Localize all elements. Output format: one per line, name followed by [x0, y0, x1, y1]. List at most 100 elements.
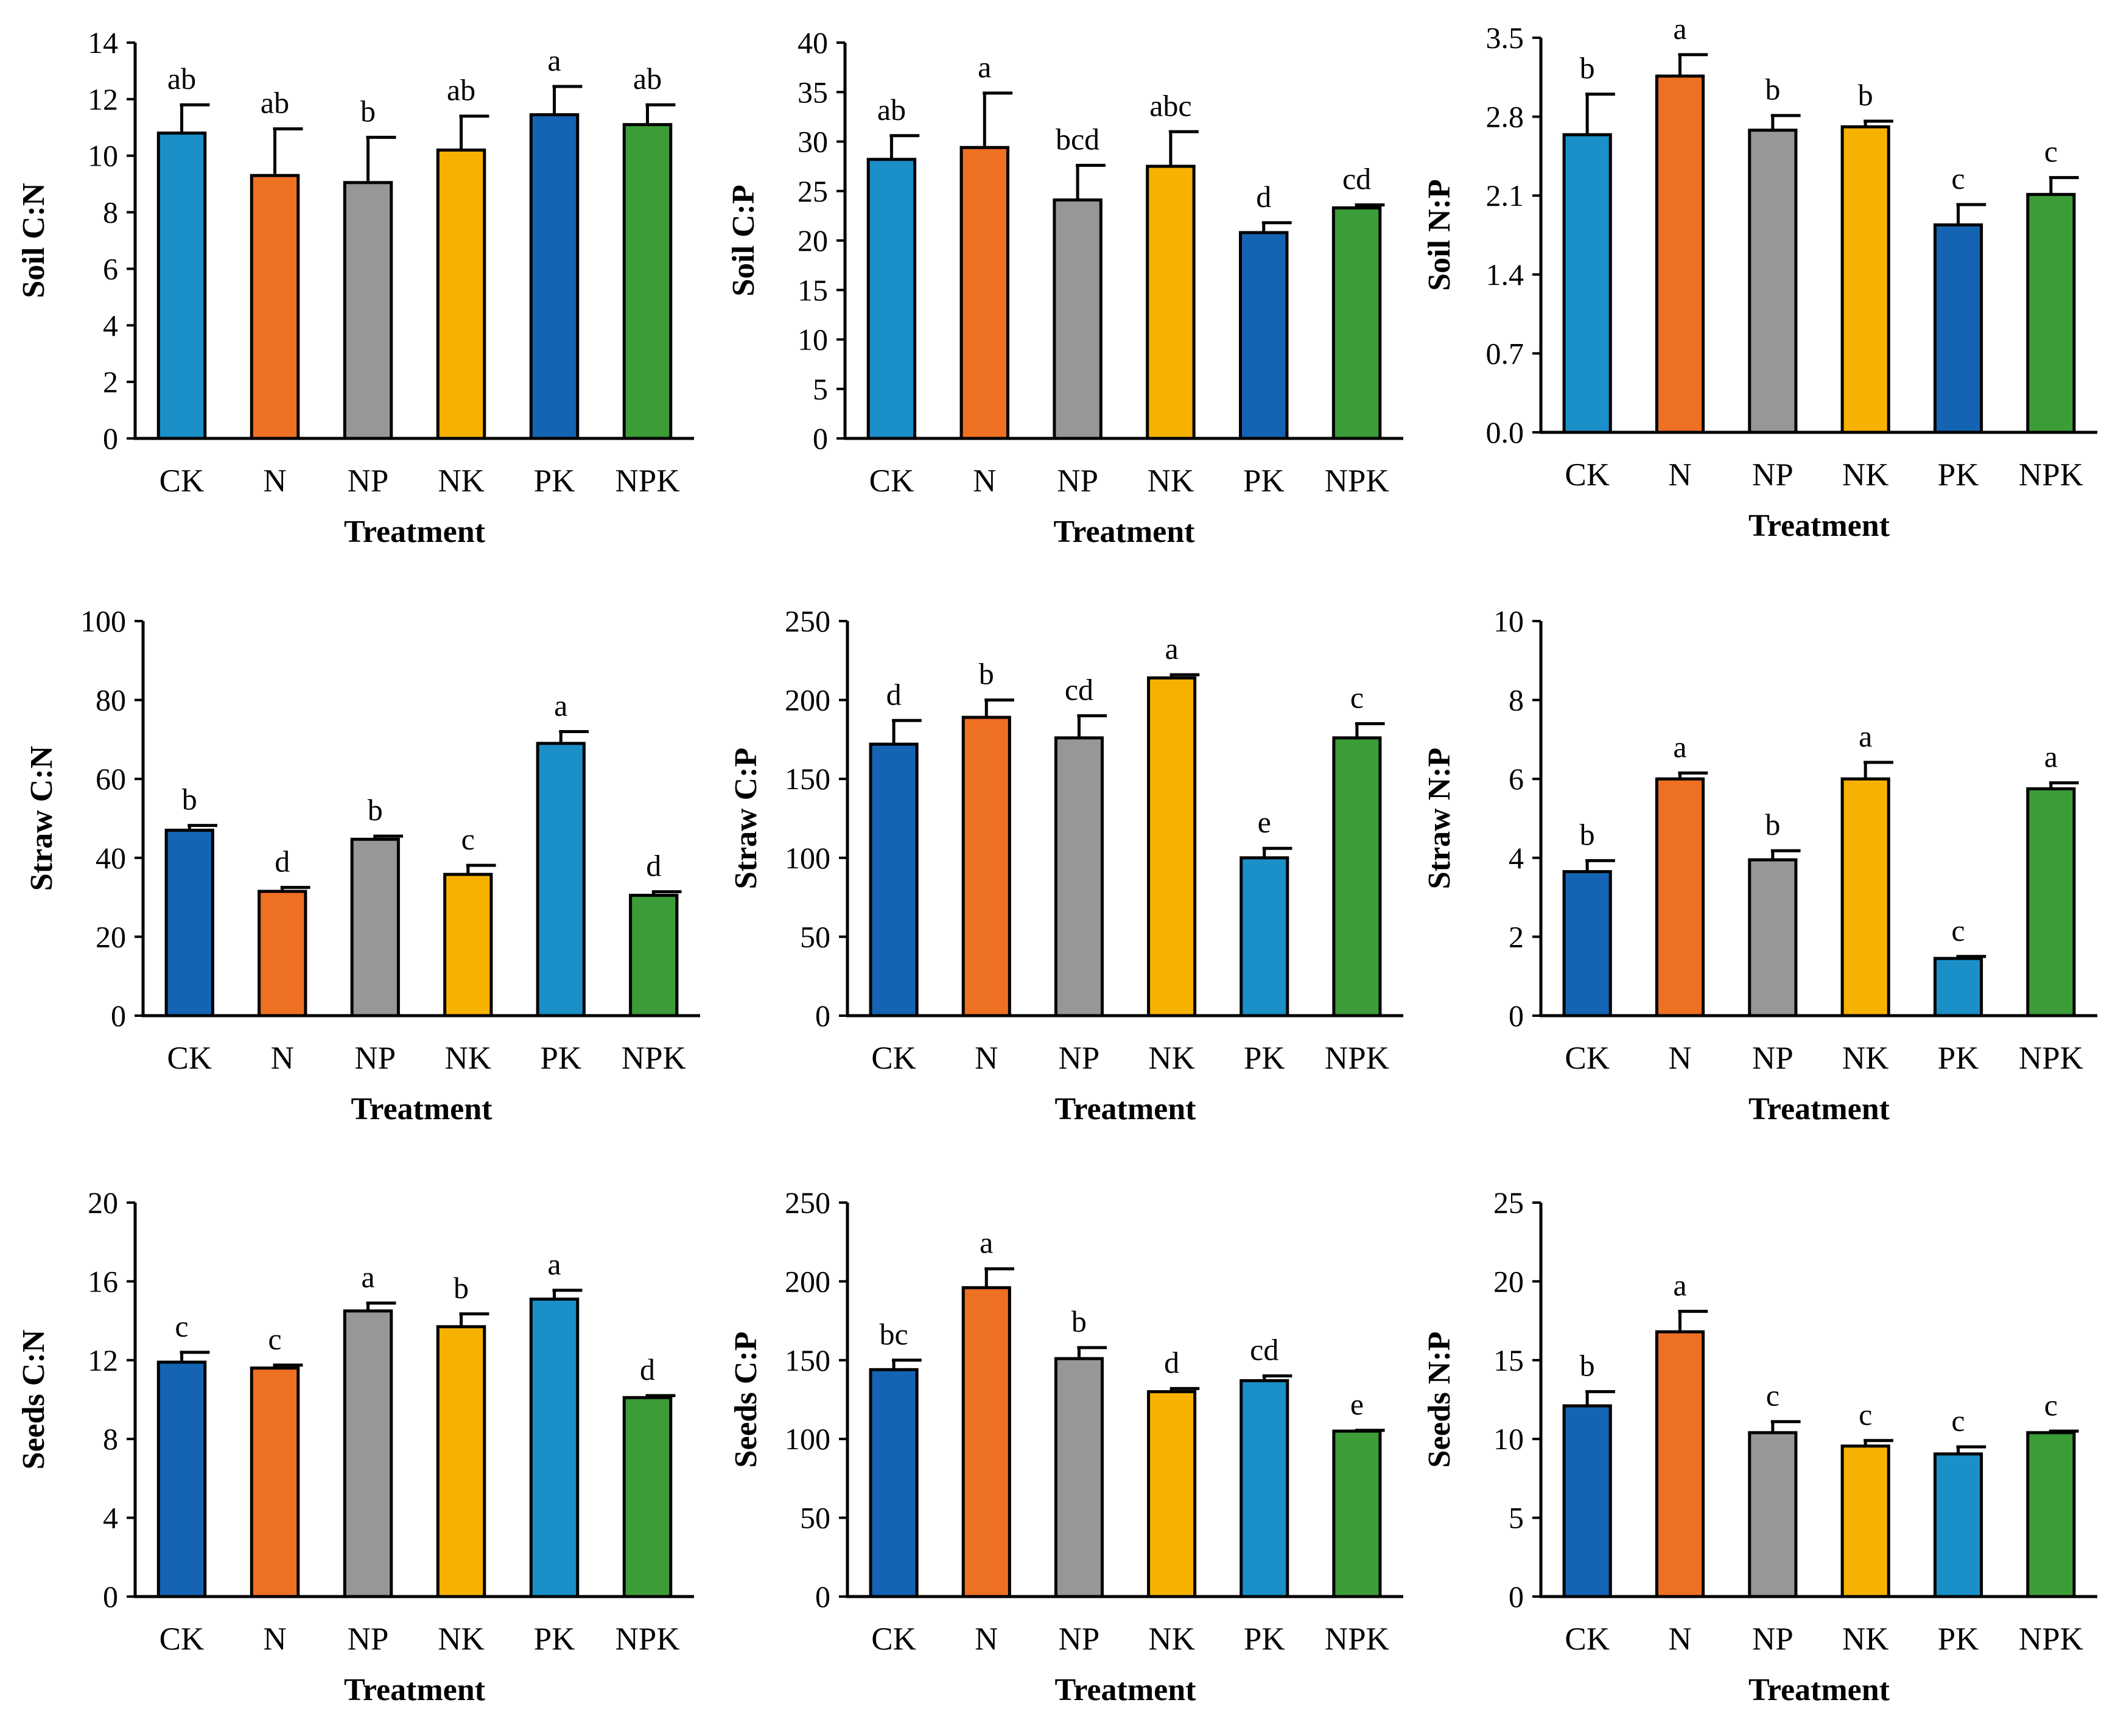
significance-letter: cd: [1342, 162, 1371, 196]
bar-ck: [869, 1368, 919, 1598]
bar-ck: [1562, 1404, 1612, 1598]
significance-letter: a: [361, 1260, 374, 1294]
bar-n: [250, 174, 300, 440]
category-label: NP: [348, 463, 389, 499]
error-bar: [1678, 771, 1708, 779]
y-tick-label: 40: [96, 841, 126, 875]
error-bar: [373, 834, 403, 840]
category-label: NK: [438, 1622, 485, 1657]
y-tick-label: 6: [1509, 762, 1524, 796]
significance-letter: b: [1858, 78, 1873, 112]
error-bar: [651, 890, 682, 896]
significance-letter: b: [1765, 807, 1780, 842]
bar-nk: [1147, 1390, 1197, 1598]
error-bar: [180, 103, 210, 133]
bar-nk: [1146, 164, 1196, 440]
significance-letter: ab: [167, 61, 196, 96]
y-axis-title: Seeds C:N: [16, 1330, 51, 1470]
category-label: PK: [1244, 1041, 1285, 1076]
category-label: PK: [1244, 1622, 1285, 1657]
y-tick-label: 250: [785, 1186, 830, 1220]
bar-ck: [869, 742, 919, 1017]
category-label: NP: [1752, 1622, 1794, 1657]
bar-npk: [2026, 1431, 2076, 1598]
error-bar: [1355, 1429, 1385, 1432]
bar-np: [1054, 1357, 1104, 1598]
category-label: CK: [1565, 457, 1610, 493]
category-label: N: [973, 463, 996, 499]
y-tick-label: 100: [785, 1422, 830, 1456]
significance-letter: b: [979, 657, 994, 691]
x-axis-title: Treatment: [1054, 515, 1196, 549]
error-bar: [1585, 859, 1615, 872]
category-label: N: [271, 1041, 294, 1076]
y-tick-label: 2: [1509, 919, 1524, 954]
significance-letter: a: [1673, 729, 1686, 764]
significance-letter: abc: [1149, 88, 1191, 122]
bar-n: [1655, 777, 1705, 1017]
category-label: NP: [1059, 1622, 1100, 1657]
bar-n: [959, 146, 1009, 440]
y-tick-label: 10: [88, 139, 118, 173]
significance-letter: e: [1350, 1387, 1364, 1421]
y-tick-label: 16: [88, 1264, 118, 1298]
significance-letter: bc: [879, 1317, 908, 1351]
category-label: NK: [1148, 463, 1194, 499]
significance-letter: d: [886, 677, 902, 711]
error-bar: [1168, 130, 1199, 167]
y-tick-label: 5: [1509, 1501, 1524, 1535]
category-label: PK: [1938, 1041, 1979, 1076]
x-axis-title: Treatment: [1748, 508, 1890, 543]
category-label: N: [1668, 1622, 1691, 1657]
category-label: PK: [540, 1041, 581, 1076]
error-bar: [2049, 1429, 2079, 1433]
category-label: CK: [1565, 1041, 1610, 1076]
category-label: NPK: [615, 463, 679, 499]
significance-letter: d: [1256, 180, 1271, 214]
y-tick-label: 8: [103, 195, 118, 230]
category-label: PK: [1243, 463, 1285, 499]
bar-pk: [529, 113, 580, 440]
bar-ck: [156, 1360, 207, 1598]
error-bar: [1956, 1445, 1987, 1454]
y-tick-label: 20: [798, 223, 828, 258]
error-bar: [280, 885, 310, 891]
x-axis-title: Treatment: [344, 515, 486, 549]
significance-letter: a: [1673, 12, 1686, 46]
x-axis-title: Treatment: [344, 1673, 486, 1707]
error-bar: [366, 136, 396, 183]
error-bar: [645, 103, 676, 125]
category-label: NPK: [615, 1622, 679, 1657]
bar-npk: [622, 123, 673, 440]
significance-letter: a: [1859, 719, 1872, 753]
chart-panel-7: 0 4 8 12 16 20 c CK c Na NP b NK a PK d NPK Treatment Seed…: [16, 1186, 694, 1707]
category-label: CK: [160, 1622, 205, 1657]
category-label: NK: [1842, 1041, 1889, 1076]
significance-letter: c: [268, 1322, 281, 1356]
error-bar: [892, 719, 922, 745]
bar-nk: [1840, 1444, 1890, 1598]
bar-ck: [1562, 133, 1612, 434]
error-bar: [645, 1394, 676, 1398]
category-label: N: [1668, 457, 1691, 493]
y-tick-label: 14: [88, 26, 118, 60]
error-bar: [273, 1363, 303, 1368]
error-bar: [1076, 164, 1106, 200]
category-label: CK: [160, 463, 205, 499]
x-axis-title: Treatment: [1748, 1092, 1890, 1126]
significance-letter: ab: [447, 73, 475, 107]
error-bar: [1261, 221, 1292, 233]
y-tick-label: 2: [103, 365, 118, 399]
category-label: N: [263, 1622, 286, 1657]
significance-letter: b: [1071, 1304, 1087, 1338]
error-bar: [459, 114, 489, 150]
error-bar: [983, 91, 1013, 148]
y-tick-label: 10: [798, 323, 828, 357]
significance-letter: cd: [1250, 1333, 1278, 1367]
bar-nk: [1840, 777, 1890, 1017]
bar-np: [350, 837, 400, 1017]
significance-letter: b: [1765, 72, 1780, 107]
bar-npk: [2026, 192, 2076, 434]
x-axis-title: Treatment: [351, 1092, 493, 1126]
y-axis-title: Soil N:P: [1422, 179, 1457, 290]
